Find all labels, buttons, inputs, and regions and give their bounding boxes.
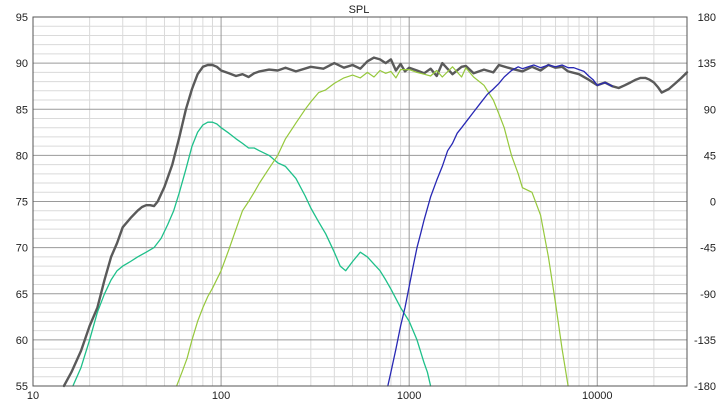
chart-title: SPL xyxy=(349,4,370,16)
y2-tick-label: 45 xyxy=(704,150,716,162)
y2-tick-label: 0 xyxy=(710,197,716,209)
series-lines xyxy=(62,56,689,388)
y-tick-label: 95 xyxy=(16,12,28,24)
y-tick-label: 80 xyxy=(16,150,28,162)
major-gridlines xyxy=(33,17,687,386)
y2-tick-label: 180 xyxy=(698,12,716,24)
series-line-tweeter xyxy=(387,64,613,387)
plot-frame xyxy=(32,16,688,387)
y2-tick-label: -90 xyxy=(700,289,716,301)
y2-tick-label: -45 xyxy=(700,243,716,255)
series-line-mid xyxy=(176,66,569,387)
y2-tick-label: -180 xyxy=(694,381,716,393)
x-tick-label: 1000 xyxy=(397,390,421,402)
x-axis-labels: 10 100 1000 10000 xyxy=(27,390,613,402)
y2-tick-label: -135 xyxy=(694,335,716,347)
y-tick-label: 60 xyxy=(16,335,28,347)
y-tick-label: 55 xyxy=(16,381,28,393)
y-tick-label: 70 xyxy=(16,243,28,255)
x-tick-label: 10 xyxy=(27,390,39,402)
y-tick-label: 90 xyxy=(16,58,28,70)
x-tick-label: 100 xyxy=(212,390,230,402)
y-axis-right-labels: -180 -135 -90 -45 0 45 90 135 180 xyxy=(694,12,716,393)
y2-tick-label: 135 xyxy=(698,58,716,70)
x-tick-label: 10000 xyxy=(582,390,613,402)
y-tick-label: 85 xyxy=(16,104,28,116)
y2-tick-label: 90 xyxy=(704,104,716,116)
y-axis-left-labels: 55 60 65 70 75 80 85 90 95 xyxy=(16,12,28,393)
y-tick-label: 65 xyxy=(16,289,28,301)
y-tick-label: 75 xyxy=(16,197,28,209)
series-line-woofer xyxy=(72,121,432,387)
